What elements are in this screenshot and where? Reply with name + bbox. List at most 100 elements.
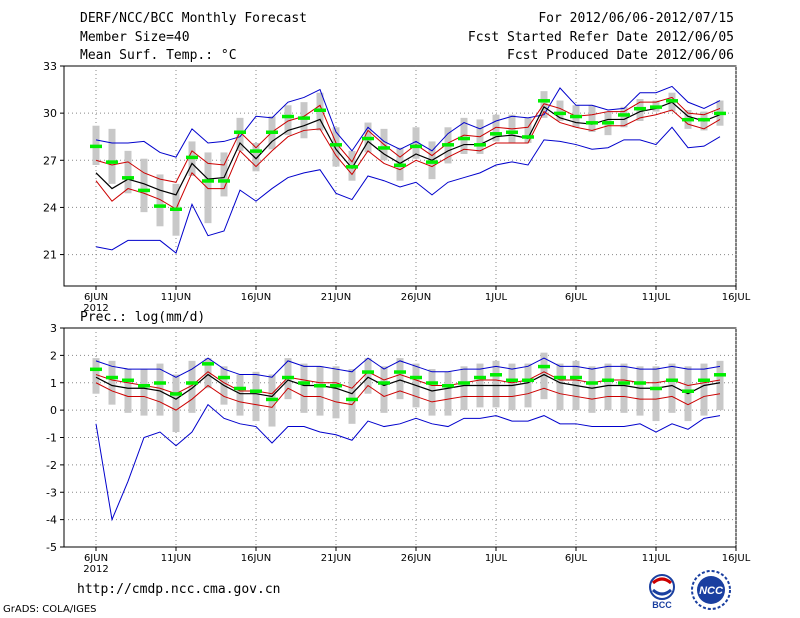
temp-median-marker [122, 176, 134, 180]
temp-y-tick-label: 24 [43, 201, 57, 214]
prec-spread-box [252, 371, 260, 422]
prec-y-tick-label: -2 [46, 459, 57, 472]
temp-median-marker [330, 143, 342, 147]
prec-x-tick-label: 11JUL [642, 553, 671, 564]
temp-spread-box [204, 152, 212, 224]
prec-median-marker [458, 381, 470, 385]
temp-median-marker [266, 130, 278, 134]
temp-median-marker [698, 117, 710, 122]
prec-x-tick-label: 21JUN [321, 553, 351, 564]
bcc-logo-text: BCC [652, 600, 672, 610]
temp-median-marker [634, 106, 646, 111]
prec-spread-box [300, 363, 308, 413]
prec-y-tick-label: -5 [46, 541, 57, 554]
prec-median-marker [330, 383, 342, 388]
prec-spread-box [524, 363, 532, 408]
member-size: Member Size=40 [80, 30, 190, 45]
prec-spread-box [652, 366, 660, 422]
temp-median-marker [170, 207, 182, 211]
prec-spread-box [188, 360, 196, 413]
produced-date: Fcst Produced Date 2012/06/06 [507, 48, 734, 63]
temp-median-marker [570, 114, 582, 119]
temp-median-marker [650, 105, 662, 109]
temp-median-marker [202, 179, 214, 183]
temp-x-tick-label: 21JUN [321, 292, 351, 303]
prec-spread-box [316, 366, 324, 416]
prec-spread-box [604, 363, 612, 411]
prec-x-tick-label: 26JUN [401, 553, 431, 564]
prec-median-marker [586, 381, 598, 385]
prec-spread-box [428, 369, 436, 416]
prec-median-marker [538, 364, 550, 369]
prec-median-marker [570, 375, 582, 380]
temp-median-marker [714, 111, 726, 116]
prec-spread-box [108, 360, 116, 405]
prec-median-marker [554, 375, 566, 380]
prec-spread-box [556, 363, 564, 411]
prec-y-tick-label: -4 [46, 514, 57, 527]
temp-median-marker [282, 114, 294, 119]
temp-spread-box [300, 102, 308, 139]
prec-median-marker [474, 375, 486, 380]
prec-median-marker [362, 370, 374, 374]
temp-median-marker [474, 143, 486, 147]
temp-median-marker [106, 160, 118, 164]
ncc-logo-text: NCC [699, 585, 724, 597]
prec-spread-box [588, 366, 596, 413]
temp-median-marker [490, 132, 502, 136]
prec-median-marker [394, 370, 406, 374]
prec-median-marker [154, 381, 166, 385]
prec-median-marker [426, 381, 438, 385]
prec-median-marker [682, 389, 694, 393]
prec-panel-title: Prec.: log(mm/d) [80, 310, 205, 325]
temp-median-marker [90, 144, 102, 149]
temp-line-upper [95, 96, 721, 183]
temp-x-tick-label: 26JUN [401, 292, 431, 303]
temp-spread-box [332, 127, 340, 167]
prec-spread-box [380, 366, 388, 413]
prec-line-lower [95, 382, 721, 411]
prec-spread-box [460, 366, 468, 411]
temp-spread-box [460, 117, 468, 154]
prec-median-marker [666, 378, 678, 383]
prec-spread-box [172, 374, 180, 433]
prec-median-marker [506, 378, 518, 383]
prec-spread-box [92, 358, 100, 394]
prec-median-marker [522, 378, 534, 383]
prec-spread-box [140, 369, 148, 416]
prec-x-tick-label: 16JUL [722, 553, 751, 564]
temp-median-marker [394, 163, 406, 167]
temp-median-marker [586, 121, 598, 125]
temp-median-marker [154, 204, 166, 208]
prec-spread-box [124, 369, 132, 413]
temp-median-marker [410, 144, 422, 149]
ncc-logo: NCC [691, 570, 731, 610]
prec-median-marker [634, 381, 646, 385]
prec-median-marker [490, 373, 502, 377]
temp-line-min [95, 126, 721, 254]
source-url[interactable]: http://cmdp.ncc.cma.gov.cn [77, 582, 281, 597]
prec-median-marker [138, 383, 150, 388]
temp-line-mean [95, 101, 721, 196]
temp-median-marker [218, 179, 230, 183]
prec-spread-box [156, 363, 164, 416]
prec-median-marker [618, 381, 630, 385]
temp-x-tick-label: 1JUL [485, 292, 508, 303]
temp-plot-frame [63, 65, 737, 287]
prec-y-tick-label: 3 [50, 322, 57, 335]
prec-x-tick-label: 6JUN [84, 553, 108, 564]
prec-line-upper [95, 371, 721, 395]
prec-x-tick-label: 16JUN [241, 553, 271, 564]
prec-median-marker [714, 373, 726, 377]
temp-median-marker [522, 135, 534, 139]
temp-spread-box [140, 158, 148, 213]
prec-median-marker [602, 378, 614, 383]
temp-y-tick-label: 33 [43, 60, 57, 73]
prec-median-marker [410, 375, 422, 380]
temp-median-marker [442, 143, 454, 147]
temp-median-marker [186, 155, 198, 160]
temp-spread-box [220, 152, 228, 197]
temp-median-marker [618, 113, 630, 117]
temp-median-marker [234, 130, 246, 134]
